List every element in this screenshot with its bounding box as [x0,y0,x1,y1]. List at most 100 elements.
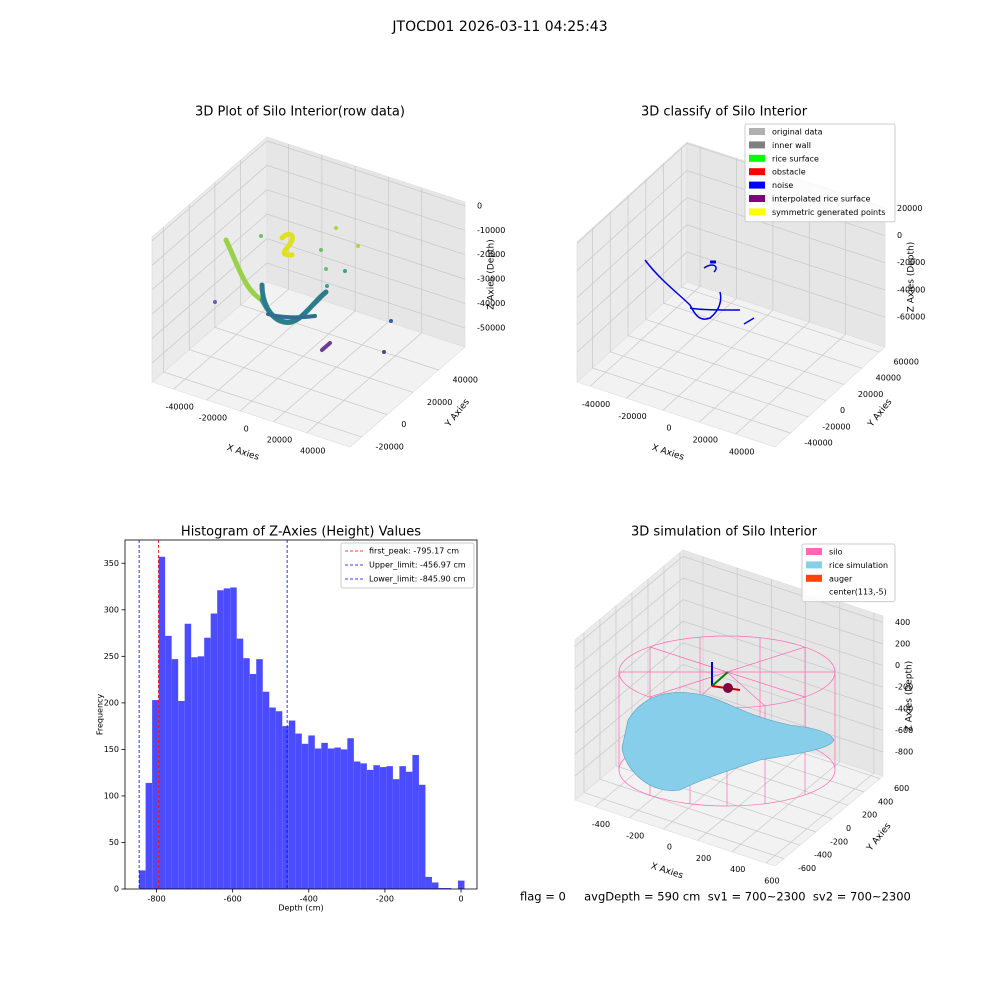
grid-line [239,165,356,412]
z-axis-label: Z Axies (Depth) [487,239,497,310]
z-tick-label: 200 [895,639,910,648]
axis-arrow [711,671,729,687]
grid-line [173,144,289,390]
point-trail [279,231,295,258]
plot-frame [124,539,478,890]
histogram-bar [204,637,211,889]
y-tick-label: 20000 [858,390,883,399]
grid-line [240,159,439,371]
y-tick-label: 150 [104,745,119,754]
grid-line [765,613,875,864]
z-tick-label: 0 [477,201,482,210]
z-axis-label: Z Axies (Depth) [907,242,917,313]
y-tick-label: 20000 [427,398,452,407]
x-tick-label: -40000 [582,400,610,409]
histogram-bar [418,784,426,889]
y-axis-label: Y Axies [865,821,894,854]
y-tick-label: 50 [109,838,119,847]
histogram-bar [178,701,185,889]
y-tick-label: 0 [840,406,845,415]
x-tick-label: -800 [148,895,166,904]
legend-label: first_peak: -795.17 cm [369,547,459,556]
histogram-bar [314,748,322,889]
histogram-bar [340,749,348,889]
z-axis-label: Z Axies (Depth) [905,661,915,732]
grid-line [626,158,737,399]
y-tick-label: -20000 [376,442,404,451]
classified-points-decor [644,259,755,325]
x-tick-label: -20000 [618,412,646,421]
histogram-bar [412,754,419,889]
legend-box [801,543,896,603]
legend-label: noise [772,181,793,190]
grid-line [206,155,323,401]
histogram-bar [399,766,406,889]
histogram-bar [373,765,380,889]
histogram-bar [405,771,413,889]
x-tick-label: -200 [376,895,394,904]
histogram-bar [139,870,146,889]
z-tick-label: 0 [897,231,902,240]
scatter-dots-decor [213,226,393,354]
histogram-bar [223,588,231,889]
subplot-title: 3D Plot of Silo Interior(row data) [195,105,405,120]
histogram-bar [171,659,179,889]
point-trail [223,237,265,303]
point-trail [266,312,317,320]
grid-line [306,187,423,434]
dot [389,319,393,323]
x-tick-label: 600 [764,877,779,886]
x-tick-label: 40000 [729,448,754,457]
noise-trail [703,264,717,273]
subplot-title: 3D classify of Silo Interior [641,105,808,120]
legend-label: obstacle [772,168,806,177]
y-tick-label: 400 [878,797,893,806]
histogram-bar [262,691,270,889]
histogram-bar [301,743,309,889]
z-tick-label: -200 [895,683,913,692]
legend-label: Upper_limit: -456.97 cm [369,561,466,570]
grid-line [574,577,884,669]
z-tick-label: -60000 [897,313,925,322]
dot [343,269,347,273]
z-tick-label: -50000 [477,323,505,332]
y-tick-label: -200 [830,837,848,846]
grid-line [576,197,886,298]
grid-line [188,204,388,415]
z-tick-label: -40000 [477,299,505,308]
histogram-bar [347,738,354,889]
grid-line [615,605,817,833]
silo-lines [619,646,835,707]
point-trail [320,341,332,352]
rice-surface-decor [621,692,835,791]
grid-line [583,632,785,859]
legend-box [744,123,896,223]
grid-line [574,642,884,734]
y-tick-label: 0 [401,420,406,429]
legend-swatch [806,561,822,569]
histogram-bar [158,556,166,889]
grid-line [574,599,884,690]
x-axis-label: X Axies [225,443,260,463]
y-tick-label: 350 [104,559,119,568]
histogram-bar [308,735,315,889]
z-tick-label: -40000 [897,285,925,294]
grid-line [609,211,809,418]
panel-backgrounds [151,136,886,867]
histogram-bar [197,656,205,889]
histogram-bar [288,720,296,889]
center-dot [723,683,733,693]
x-tick-label: 0 [667,843,672,852]
histogram-bar [249,674,257,889]
x-tick-label: 0 [666,424,671,433]
y-tick-label: 200 [862,811,877,820]
y-axis-label: Frequency [96,694,105,736]
histogram-bar [366,769,374,889]
legend-swatch [806,574,822,582]
grid-line [592,227,791,434]
dot [325,284,329,288]
histogram-bar [360,763,367,889]
x-tick-label: 200 [696,854,711,863]
grid-line [627,195,827,401]
dot [213,300,217,304]
